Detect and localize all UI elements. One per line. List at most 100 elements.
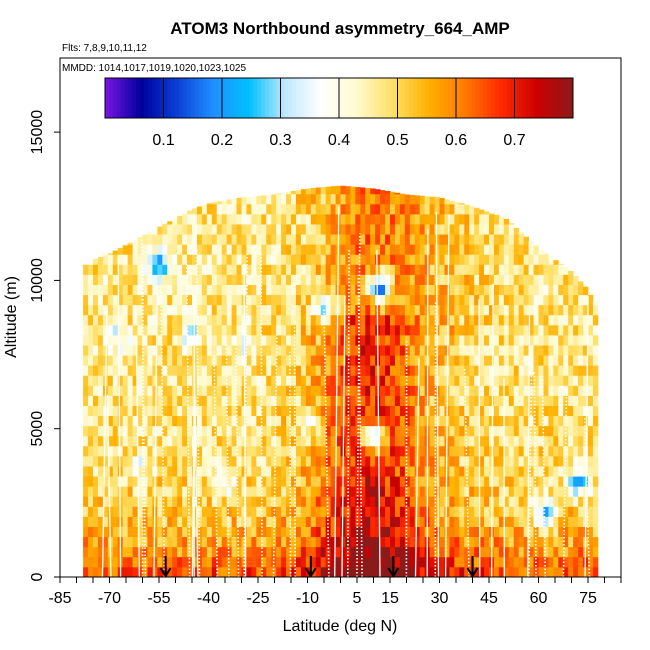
heatmap-cell [88, 375, 94, 386]
heatmap-cell [385, 556, 391, 568]
heatmap-cell [187, 506, 193, 517]
heatmap-cell [88, 355, 94, 366]
heatmap-cell [216, 274, 223, 285]
heatmap-cell [127, 254, 133, 265]
heatmap-cell [573, 425, 579, 437]
heatmap-cell [97, 496, 104, 507]
heatmap-cell [182, 506, 188, 517]
heatmap-cell [206, 274, 213, 285]
heatmap-cell [548, 335, 554, 346]
heatmap-cell [350, 314, 356, 326]
heatmap-cell [177, 324, 183, 336]
heatmap-cell [543, 435, 549, 447]
heatmap-cell [330, 425, 336, 437]
heatmap-cell [246, 496, 252, 507]
heatmap-cell [281, 314, 287, 326]
heatmap-cell [196, 365, 203, 376]
heatmap-cell [409, 556, 416, 568]
heatmap-cell [335, 345, 341, 356]
heatmap-cell [266, 385, 272, 396]
heatmap-cell [97, 375, 104, 386]
heatmap-cell [375, 193, 381, 205]
heatmap-cell [394, 425, 401, 437]
heatmap-cell [286, 355, 292, 366]
heatmap-cell [211, 466, 218, 477]
heatmap-cell [102, 294, 109, 306]
heatmap-cell [142, 526, 148, 538]
heatmap-cell [592, 304, 599, 316]
heatmap-cell [137, 435, 143, 447]
heatmap-cell [429, 516, 435, 527]
heatmap-cell [295, 254, 302, 265]
heatmap-cell [325, 345, 331, 356]
heatmap-cell [464, 365, 470, 376]
heatmap-cell [340, 274, 346, 285]
heatmap-cell [439, 375, 445, 386]
heatmap-cell [365, 187, 371, 195]
heatmap-cell [300, 335, 307, 346]
heatmap-cell [107, 345, 114, 356]
heatmap-cell [439, 486, 445, 497]
heatmap-cell [88, 506, 94, 517]
heatmap-cell [345, 224, 351, 235]
heatmap-cell [558, 496, 564, 507]
colorbar-swatch [132, 78, 137, 118]
heatmap-cell [192, 284, 198, 296]
heatmap-cell [187, 566, 193, 577]
heatmap-cell [261, 486, 267, 497]
heatmap-cell [484, 324, 490, 336]
colorbar-swatch [420, 78, 426, 118]
heatmap-cell [256, 546, 262, 558]
heatmap-cell [102, 264, 109, 275]
heatmap-cell [528, 355, 534, 366]
heatmap-cell [107, 324, 114, 336]
heatmap-cell [558, 294, 564, 306]
heatmap-cell [93, 365, 99, 376]
heatmap-cell [221, 516, 228, 527]
heatmap-cell [370, 536, 376, 548]
heatmap-cell [518, 365, 525, 376]
heatmap-cell [216, 355, 223, 366]
heatmap-cell [493, 264, 500, 275]
heatmap-cell [295, 345, 302, 356]
heatmap-cell [558, 476, 564, 487]
heatmap-cell [251, 196, 257, 205]
heatmap-cell [206, 496, 213, 507]
heatmap-cell [147, 456, 153, 467]
colorbar-swatch [261, 78, 266, 118]
heatmap-cell [177, 445, 183, 457]
heatmap-cell [137, 345, 143, 356]
heatmap-cell [345, 435, 351, 447]
heatmap-cell [355, 324, 361, 336]
heatmap-cell [592, 556, 599, 568]
heatmap-cell [172, 355, 178, 366]
heatmap-cell [459, 234, 465, 245]
heatmap-cell [107, 284, 114, 296]
heatmap-cell [508, 566, 515, 577]
heatmap-cell [261, 496, 267, 507]
heatmap-cell [375, 466, 381, 477]
heatmap-cell [320, 224, 327, 235]
heatmap-cell [355, 435, 361, 447]
heatmap-cell [330, 345, 336, 356]
heatmap-cell [523, 365, 529, 376]
heatmap-cell [449, 496, 455, 507]
heatmap-cell [330, 435, 336, 447]
heatmap-cell [508, 536, 515, 548]
heatmap-cell [236, 365, 242, 376]
colorbar-swatch [526, 78, 531, 118]
heatmap-cell [355, 425, 361, 437]
heatmap-cell [221, 486, 228, 497]
heatmap-cell [548, 375, 554, 386]
heatmap-cell [474, 274, 480, 285]
heatmap-cell [513, 365, 520, 376]
heatmap-cell [449, 200, 455, 205]
heatmap-cell [246, 294, 252, 306]
heatmap-cell [573, 314, 579, 326]
heatmap-cell [578, 355, 584, 366]
heatmap-cell [211, 496, 218, 507]
heatmap-cell [469, 486, 475, 497]
heatmap-cell [469, 304, 475, 316]
heatmap-cell [177, 365, 183, 376]
heatmap-cell [246, 516, 252, 527]
